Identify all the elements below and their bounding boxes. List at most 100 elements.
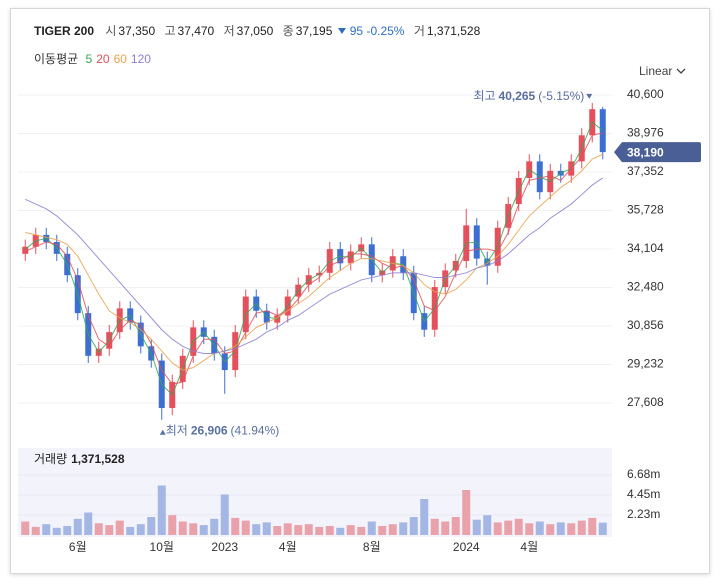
- legend-entry: 60: [113, 52, 127, 66]
- volume-bar: [346, 525, 355, 535]
- change-pct: -0.25%: [366, 24, 405, 38]
- volume-bar: [504, 520, 513, 535]
- scale-selector[interactable]: Linear: [639, 64, 686, 78]
- volume-bar: [598, 522, 607, 535]
- volume-bar: [535, 521, 544, 535]
- volume-title-value: 1,371,528: [71, 452, 125, 466]
- volume-bar: [199, 525, 208, 535]
- volume-bar: [336, 527, 345, 535]
- x-tick-label: 4월: [520, 540, 538, 554]
- x-tick-label: 4월: [279, 540, 297, 554]
- volume-bar: [21, 521, 30, 535]
- volume-bar: [147, 517, 156, 535]
- y-tick-label: 30,856: [627, 318, 664, 332]
- annotation-text: 최저: [166, 424, 188, 438]
- annotation: 최저 26,906 (41.94%): [166, 424, 280, 438]
- annotation-marker: [586, 93, 593, 99]
- legend-title: 이동평균: [34, 52, 79, 66]
- field-value: 37,050: [236, 24, 274, 38]
- field-value: 37,470: [177, 24, 215, 38]
- y-tick-label: 29,232: [627, 357, 664, 371]
- y-tick-label: 37,352: [627, 164, 664, 178]
- y-tick-label: 38,976: [627, 126, 664, 140]
- volume-bar: [546, 524, 555, 535]
- down-arrow: [338, 28, 347, 34]
- volume-bar: [231, 517, 240, 535]
- volume-bar: [94, 523, 103, 535]
- volume-bar: [472, 519, 481, 535]
- volume-bar: [451, 517, 460, 535]
- annotation-marker: [159, 429, 166, 435]
- field-value: 37,195: [295, 24, 333, 38]
- x-tick-label: 6월: [69, 540, 87, 554]
- chevron: [676, 68, 686, 74]
- volume-bar: [399, 522, 408, 535]
- annotation-text: 최고: [473, 89, 495, 103]
- volume-bar: [52, 527, 61, 535]
- annotation-value: 40,265: [499, 89, 536, 103]
- ticker-name: TIGER 200: [34, 24, 95, 38]
- annotation: 최고 40,265 (-5.15%): [473, 89, 584, 103]
- volume-bar: [73, 518, 82, 535]
- annotation-pct: (-5.15%): [538, 89, 584, 103]
- volume-bar: [262, 522, 271, 535]
- x-tick-label: 2024: [453, 540, 480, 554]
- volume-bar: [178, 521, 187, 535]
- volume-bar: [126, 526, 135, 535]
- annotation-pct: (41.94%): [231, 424, 280, 438]
- volume-bar: [388, 524, 397, 535]
- change: 95: [349, 24, 364, 38]
- ma-line: [25, 177, 604, 354]
- field-value: 37,350: [118, 24, 156, 38]
- volume-bar: [441, 521, 450, 535]
- volume-bar: [168, 515, 177, 535]
- volume-bar: [84, 512, 93, 535]
- volume-bar: [63, 526, 72, 535]
- candle-body: [599, 109, 606, 153]
- y-tick-label: 35,728: [627, 203, 664, 217]
- legend: 이동평균 5 20 60 120: [34, 50, 155, 67]
- volume-tick-label: 4.45m: [627, 487, 660, 501]
- volume-bar: [462, 490, 471, 535]
- volume-bar: [136, 524, 145, 535]
- volume-bar: [283, 523, 292, 535]
- volume-bar: [241, 520, 250, 535]
- volume-bar: [567, 523, 576, 535]
- volume-bar: [273, 526, 282, 535]
- annotation-value: 26,906: [191, 424, 228, 438]
- volume-bar: [357, 526, 366, 535]
- volume-bar: [493, 522, 502, 535]
- volume-bar: [304, 524, 313, 535]
- volume-bar: [378, 526, 387, 535]
- volume-bar: [525, 523, 534, 535]
- field-label: 거: [413, 24, 425, 38]
- y-tick-label: 40,600: [627, 87, 664, 101]
- x-tick-label: 10월: [150, 540, 174, 554]
- volume-bar: [252, 524, 261, 535]
- volume-bar: [325, 526, 334, 535]
- candle-body: [22, 246, 29, 254]
- volume-tick-label: 2.23m: [627, 507, 660, 521]
- ma-line: [25, 153, 603, 371]
- volume-bar: [514, 518, 523, 535]
- field-label: 시: [105, 24, 117, 38]
- ma-line: [25, 132, 603, 385]
- volume-bar: [556, 522, 565, 535]
- volume-bar: [189, 523, 198, 535]
- volume-bar: [157, 485, 166, 535]
- price-tag-label: 38,190: [627, 145, 664, 159]
- volume-tick-label: 6.68m: [627, 467, 660, 481]
- price-tag: [614, 142, 701, 163]
- legend-entry: 5: [85, 52, 93, 66]
- x-tick-label: 8월: [363, 540, 381, 554]
- field-label: 저: [223, 24, 235, 38]
- scale-label[interactable]: Linear: [639, 64, 673, 78]
- chart-frame: [10, 8, 710, 574]
- y-tick-label: 34,104: [627, 241, 664, 255]
- volume-bar: [220, 494, 229, 535]
- volume-bar: [367, 521, 376, 535]
- volume-bar: [420, 499, 429, 535]
- quote-header: TIGER 200 시 37,350 고 37,470 저 37,050 종 37,19…: [34, 22, 480, 39]
